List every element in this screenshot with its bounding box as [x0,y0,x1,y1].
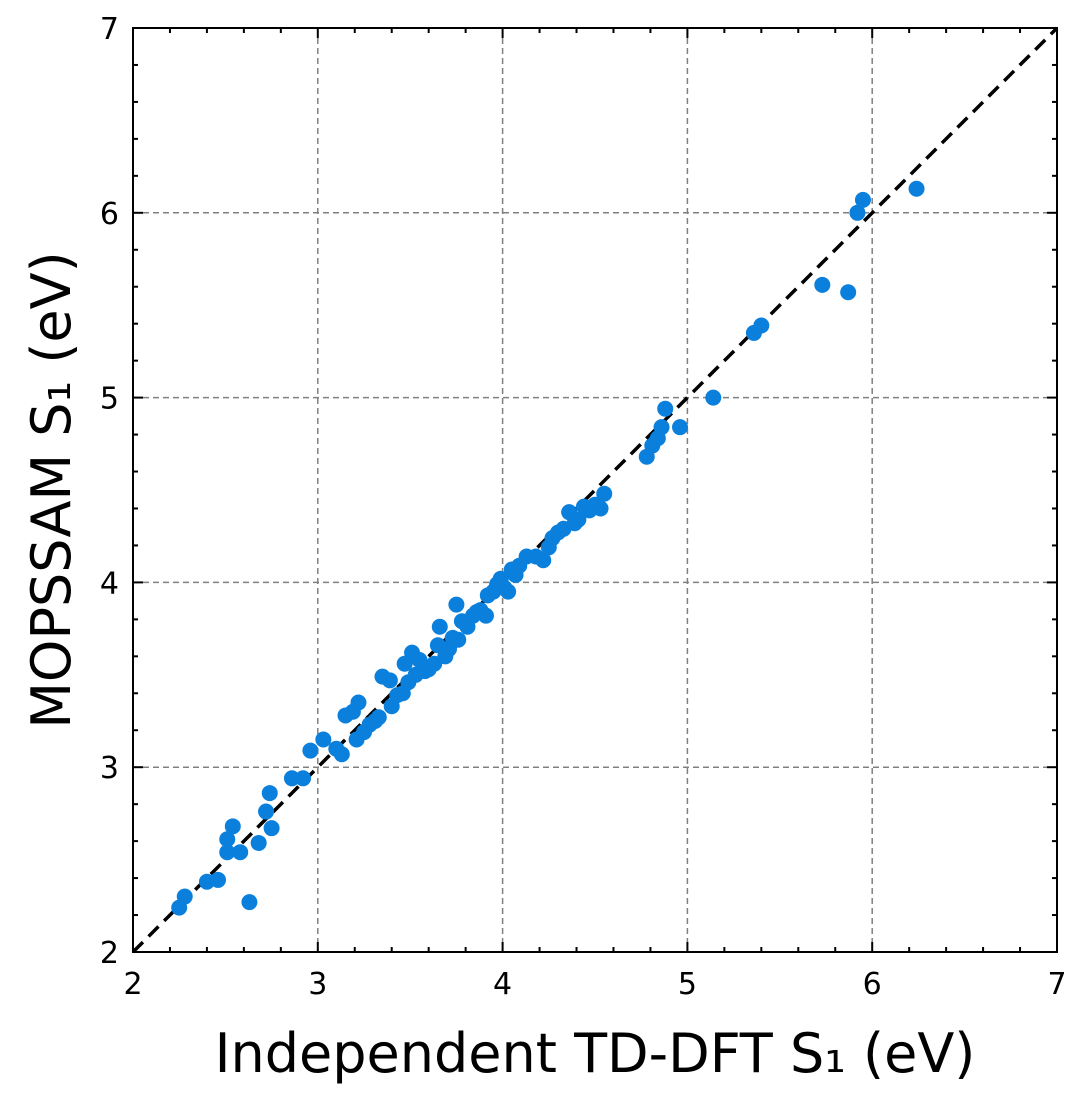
data-point [592,500,609,517]
data-point [500,583,517,600]
x-tick-label: 6 [863,967,882,1002]
y-tick-label: 2 [100,936,119,971]
axis-ticks [132,27,1058,953]
data-point [705,389,722,406]
x-tick-label: 5 [678,967,697,1002]
reference-line [131,26,1059,954]
tick-labels: 2 3 4 5 6 7 2 3 4 5 6 7 [100,12,1067,1002]
x-tick-label: 2 [123,967,142,1002]
data-point [263,820,280,837]
data-point [370,709,387,726]
data-point [840,284,857,301]
data-point [283,770,300,787]
data-point [657,400,674,417]
y-axis-label: MOPSSAM S₁ (eV) [20,251,83,728]
data-point [854,191,871,208]
data-point [219,831,236,848]
data-point [477,607,494,624]
plot-frame [132,27,1058,953]
data-point [849,204,866,221]
data-point [431,618,448,635]
y-tick-label: 7 [100,12,119,47]
data-point [814,276,831,293]
data-point [908,180,925,197]
x-axis-label: Independent TD-DFT S₁ (eV) [215,1022,976,1085]
data-point [219,844,236,861]
data-point [210,871,227,888]
y-tick-label: 4 [100,566,119,601]
data-points [171,180,925,916]
data-point [535,552,552,569]
data-point [176,888,193,905]
data-point [570,511,587,528]
data-point [448,596,465,613]
data-point [250,834,267,851]
data-point [295,770,312,787]
y-tick-label: 6 [100,197,119,232]
data-point [350,694,367,711]
x-tick-label: 7 [1047,967,1066,1002]
data-point [753,317,770,334]
x-tick-label: 4 [493,967,512,1002]
data-point [381,672,398,689]
data-point [672,419,689,436]
data-point [258,803,275,820]
data-point [315,731,332,748]
data-point [333,746,350,763]
x-tick-label: 3 [308,967,327,1002]
data-point [653,419,670,436]
data-point [241,894,258,911]
data-point [302,742,319,759]
reference-line-layer [131,26,1059,954]
data-point [261,785,278,802]
data-point [232,844,249,861]
data-point [450,631,467,648]
y-tick-label: 3 [100,751,119,786]
data-point [224,818,241,835]
data-point [596,485,613,502]
y-tick-label: 5 [100,382,119,417]
